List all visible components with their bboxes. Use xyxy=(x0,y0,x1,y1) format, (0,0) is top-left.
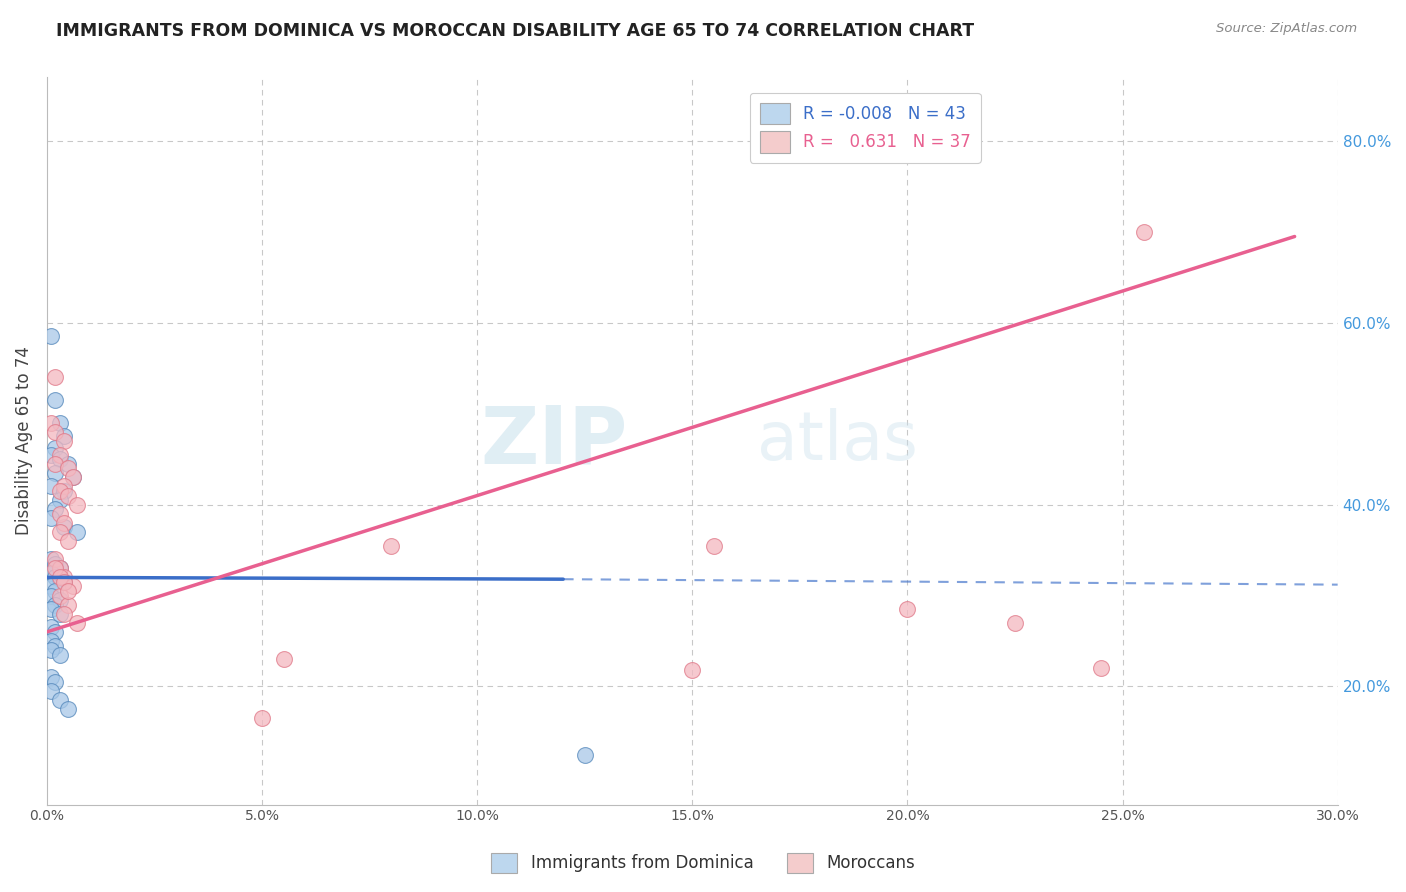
Point xyxy=(44,598,66,612)
Point xyxy=(39,511,62,525)
Point xyxy=(896,602,918,616)
Y-axis label: Disability Age 65 to 74: Disability Age 65 to 74 xyxy=(15,347,32,535)
Point xyxy=(58,598,80,612)
Point xyxy=(44,561,66,575)
Point xyxy=(44,639,66,653)
Point xyxy=(44,466,66,480)
Legend: Immigrants from Dominica, Moroccans: Immigrants from Dominica, Moroccans xyxy=(484,847,922,880)
Point xyxy=(44,442,66,456)
Point xyxy=(44,624,66,639)
Point xyxy=(39,589,62,603)
Point xyxy=(49,570,72,584)
Point xyxy=(53,483,76,498)
Point xyxy=(44,370,66,384)
Point xyxy=(250,711,273,725)
Point xyxy=(66,615,89,630)
Point xyxy=(39,329,62,343)
Point xyxy=(44,552,66,566)
Point xyxy=(58,702,80,716)
Point xyxy=(44,570,66,584)
Point xyxy=(62,470,84,484)
Point xyxy=(1133,225,1156,239)
Point xyxy=(44,502,66,516)
Text: ZIP: ZIP xyxy=(481,402,627,480)
Point xyxy=(49,572,72,586)
Point xyxy=(49,693,72,707)
Point xyxy=(66,524,89,539)
Point xyxy=(39,479,62,493)
Point xyxy=(44,584,66,599)
Text: Source: ZipAtlas.com: Source: ZipAtlas.com xyxy=(1216,22,1357,36)
Point xyxy=(49,524,72,539)
Point xyxy=(49,416,72,430)
Point xyxy=(39,670,62,684)
Point xyxy=(66,498,89,512)
Point xyxy=(44,393,66,408)
Point xyxy=(49,593,72,607)
Legend: R = -0.008   N = 43, R =   0.631   N = 37: R = -0.008 N = 43, R = 0.631 N = 37 xyxy=(749,93,981,162)
Point xyxy=(58,489,80,503)
Point xyxy=(49,493,72,508)
Point xyxy=(53,607,76,621)
Point xyxy=(58,457,80,471)
Point xyxy=(49,648,72,662)
Point xyxy=(39,579,62,593)
Point xyxy=(44,557,66,571)
Point xyxy=(49,561,72,575)
Point xyxy=(1004,615,1026,630)
Point xyxy=(49,452,72,467)
Point xyxy=(39,552,62,566)
Point xyxy=(49,561,72,575)
Point xyxy=(39,634,62,648)
Point xyxy=(44,674,66,689)
Point xyxy=(49,507,72,521)
Point xyxy=(53,516,76,530)
Text: IMMIGRANTS FROM DOMINICA VS MOROCCAN DISABILITY AGE 65 TO 74 CORRELATION CHART: IMMIGRANTS FROM DOMINICA VS MOROCCAN DIS… xyxy=(56,22,974,40)
Point xyxy=(39,448,62,462)
Point xyxy=(39,416,62,430)
Point xyxy=(53,574,76,589)
Point xyxy=(58,461,80,475)
Point xyxy=(58,584,80,599)
Point xyxy=(39,684,62,698)
Point xyxy=(53,479,76,493)
Point xyxy=(39,566,62,580)
Point xyxy=(53,520,76,534)
Point xyxy=(39,620,62,634)
Point xyxy=(53,574,76,589)
Point xyxy=(273,652,295,666)
Point xyxy=(49,483,72,498)
Point xyxy=(44,457,66,471)
Point xyxy=(62,470,84,484)
Point xyxy=(58,534,80,549)
Point xyxy=(44,425,66,439)
Point xyxy=(1090,661,1112,675)
Point xyxy=(703,539,725,553)
Point xyxy=(53,570,76,584)
Point xyxy=(39,643,62,657)
Point xyxy=(380,539,402,553)
Point xyxy=(53,429,76,443)
Point xyxy=(49,589,72,603)
Point xyxy=(53,434,76,448)
Point xyxy=(49,607,72,621)
Point xyxy=(574,747,596,762)
Point xyxy=(62,579,84,593)
Point xyxy=(39,602,62,616)
Text: atlas: atlas xyxy=(756,408,918,474)
Point xyxy=(49,448,72,462)
Point xyxy=(681,663,703,677)
